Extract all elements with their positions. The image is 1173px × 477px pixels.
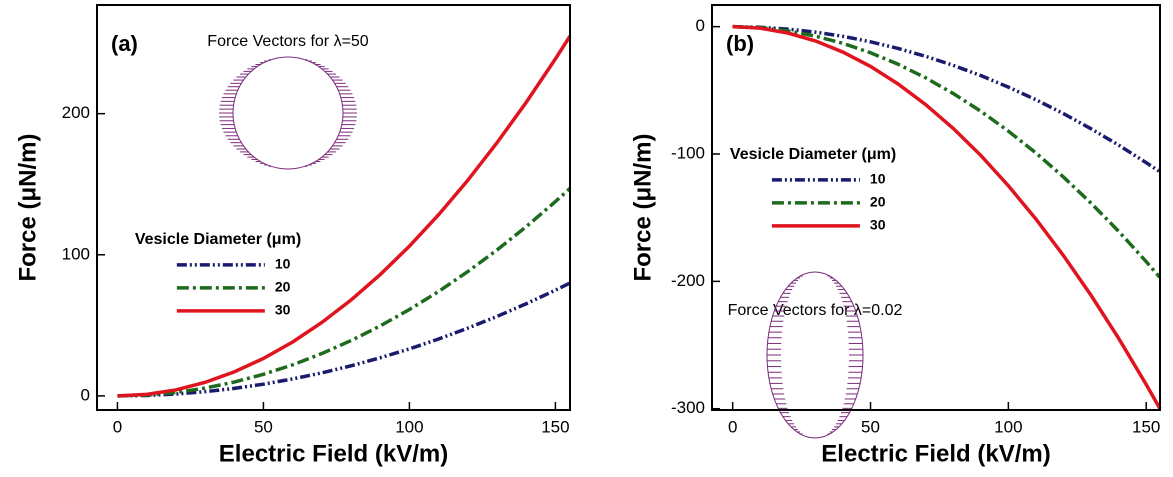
series-line xyxy=(117,187,572,398)
y-tick-label: 0 xyxy=(81,385,90,404)
inset-title: Force Vectors for λ=0.02 xyxy=(728,302,903,319)
panel: 0 50 100 150 0 -100 -200 -300 Electric Field (kV… xyxy=(629,4,1162,467)
series-line xyxy=(117,281,571,398)
series-line xyxy=(732,24,1162,279)
x-tick-label: 50 xyxy=(861,417,880,436)
legend-entry: 10 xyxy=(870,171,886,187)
legend-entry: 20 xyxy=(275,279,291,295)
y-tick-label: -200 xyxy=(671,271,705,290)
x-tick-label: 100 xyxy=(994,417,1022,436)
legend-title: Vesicle Diameter (μm) xyxy=(730,146,896,163)
legend-entry: 30 xyxy=(275,302,291,318)
x-tick-label: 50 xyxy=(254,417,273,436)
panel-label: (b) xyxy=(726,31,754,56)
x-tick-label: 0 xyxy=(113,417,122,436)
x-tick-label: 0 xyxy=(728,417,737,436)
legend-entry: 10 xyxy=(275,256,291,272)
x-tick-label: 150 xyxy=(1132,417,1160,436)
legend-entry: 30 xyxy=(870,217,886,233)
y-tick-label: -100 xyxy=(671,143,705,162)
x-tick-label: 150 xyxy=(541,417,569,436)
panel: 0 50 100 150 0 100 200 Electric Field (kV/m) For… xyxy=(14,4,572,467)
plot-frame xyxy=(711,4,1161,411)
y-tick-label: 200 xyxy=(62,103,90,122)
legend-entry: 20 xyxy=(870,194,886,210)
y-axis-label: Force (μN/m) xyxy=(629,133,656,281)
y-tick-label: 100 xyxy=(62,244,90,263)
x-axis-label: Electric Field (kV/m) xyxy=(821,440,1050,467)
series-line xyxy=(732,24,1161,174)
panel-label: (a) xyxy=(111,31,138,56)
inset-title: Force Vectors for λ=50 xyxy=(207,33,369,50)
legend-title: Vesicle Diameter (μm) xyxy=(135,231,301,248)
y-axis-label: Force (μN/m) xyxy=(14,133,41,281)
y-tick-label: 0 xyxy=(696,16,705,35)
x-axis-label: Electric Field (kV/m) xyxy=(219,440,448,467)
x-tick-label: 100 xyxy=(395,417,423,436)
plot-frame xyxy=(96,4,571,411)
inset-outline xyxy=(232,56,344,170)
y-tick-label: -300 xyxy=(671,398,705,417)
series-line xyxy=(117,35,572,398)
series-line xyxy=(732,24,1162,410)
